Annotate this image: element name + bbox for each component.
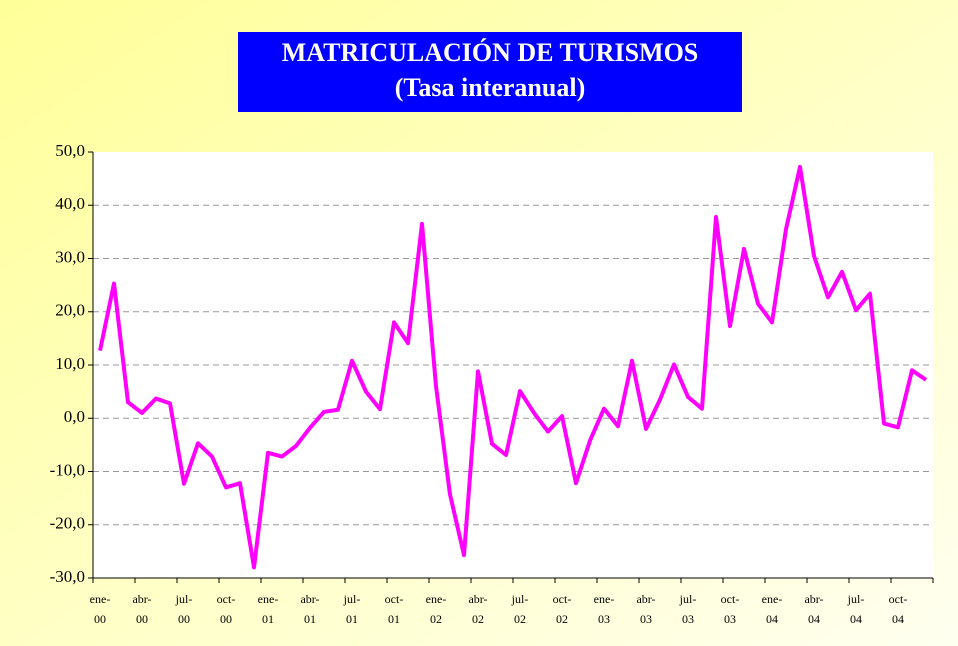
x-tick-label: jul-03 xyxy=(679,592,697,626)
x-tick-label: ene-01 xyxy=(258,592,279,626)
data-line xyxy=(98,164,928,570)
y-tick-label: -10,0 xyxy=(50,460,85,479)
x-tick-label: ene-04 xyxy=(762,592,783,626)
x-tick-label: jul-01 xyxy=(343,592,361,626)
x-tick-label: oct-02 xyxy=(553,592,572,626)
x-tick-label: jul-00 xyxy=(175,592,193,626)
y-tick-label: 10,0 xyxy=(55,354,85,373)
x-tick-label: abr-00 xyxy=(132,592,151,626)
x-tick-label: oct-01 xyxy=(385,592,404,626)
x-tick-label: jul-04 xyxy=(847,592,865,626)
x-tick-label: abr-02 xyxy=(468,592,487,626)
x-tick-label: oct-00 xyxy=(217,592,236,626)
chart-title: MATRICULACIÓN DE TURISMOS xyxy=(282,38,699,67)
y-tick-label: 40,0 xyxy=(55,194,85,213)
title-box xyxy=(238,32,742,112)
y-tick-label: 50,0 xyxy=(55,141,85,160)
x-tick-label: oct-04 xyxy=(889,592,908,626)
y-tick-label: -30,0 xyxy=(50,567,85,586)
x-tick-label: ene-02 xyxy=(426,592,447,626)
x-tick-label: abr-04 xyxy=(804,592,823,626)
x-tick-label: ene-03 xyxy=(594,592,615,626)
y-tick-label: 20,0 xyxy=(55,301,85,320)
y-tick-label: -20,0 xyxy=(50,514,85,533)
x-tick-label: abr-01 xyxy=(300,592,319,626)
x-tick-label: ene-00 xyxy=(90,592,111,626)
x-tick-label: oct-03 xyxy=(721,592,740,626)
x-tick-label: abr-03 xyxy=(636,592,655,626)
y-tick-label: 0,0 xyxy=(64,407,85,426)
y-tick-label: 30,0 xyxy=(55,247,85,266)
x-tick-label: jul-02 xyxy=(511,592,529,626)
chart-subtitle: (Tasa interanual) xyxy=(395,73,585,102)
